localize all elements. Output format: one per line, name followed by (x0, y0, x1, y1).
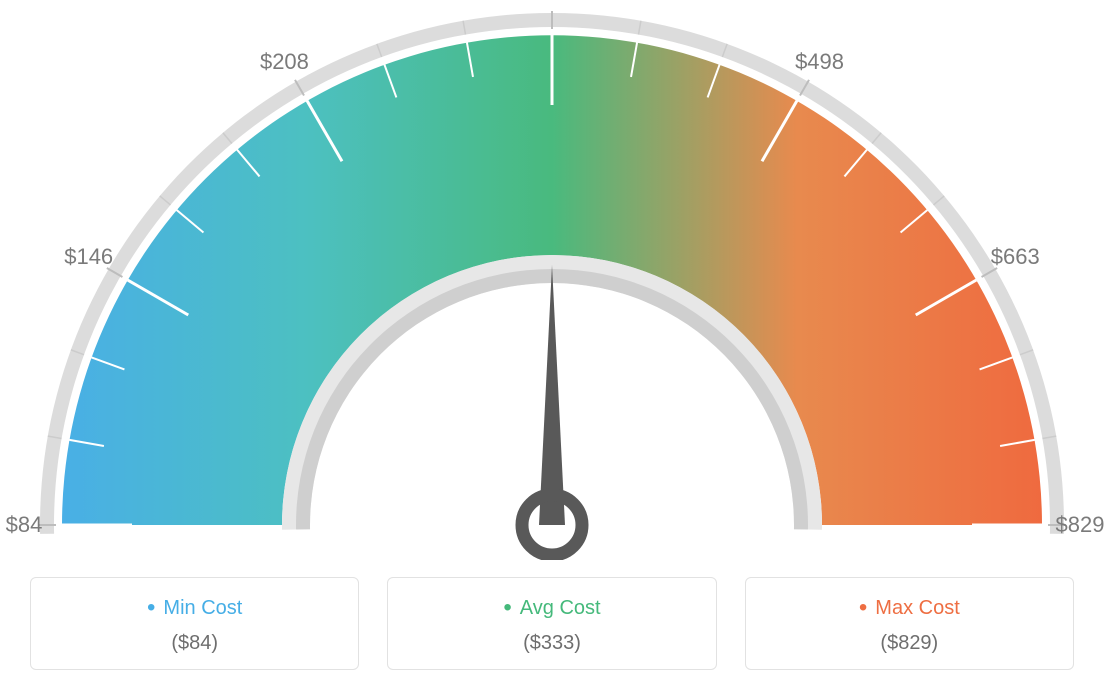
legend-max-label: Max Cost (756, 594, 1063, 622)
legend-avg-value: ($333) (398, 632, 705, 655)
gauge-scale-label: $333 (528, 0, 577, 3)
gauge-scale-label: $663 (991, 244, 1040, 270)
legend-min-label: Min Cost (41, 594, 348, 622)
gauge-scale-label: $829 (1056, 512, 1104, 538)
gauge-chart: $84 $146 $208 $333 $498 $663 $829 (0, 0, 1104, 560)
gauge-scale-label: $498 (795, 49, 844, 75)
gauge-scale-label: $208 (260, 49, 309, 75)
cost-gauge-container: $84 $146 $208 $333 $498 $663 $829 Min Cost ($8… (0, 0, 1104, 690)
legend-card-avg: Avg Cost ($333) (387, 577, 716, 670)
gauge-svg (0, 0, 1104, 560)
gauge-scale-label: $146 (64, 244, 113, 270)
gauge-scale-label: $84 (6, 512, 43, 538)
legend-avg-label: Avg Cost (398, 594, 705, 622)
legend-min-value: ($84) (41, 632, 348, 655)
legend-row: Min Cost ($84) Avg Cost ($333) Max Cost … (30, 577, 1074, 670)
legend-card-max: Max Cost ($829) (745, 577, 1074, 670)
legend-card-min: Min Cost ($84) (30, 577, 359, 670)
legend-max-value: ($829) (756, 632, 1063, 655)
